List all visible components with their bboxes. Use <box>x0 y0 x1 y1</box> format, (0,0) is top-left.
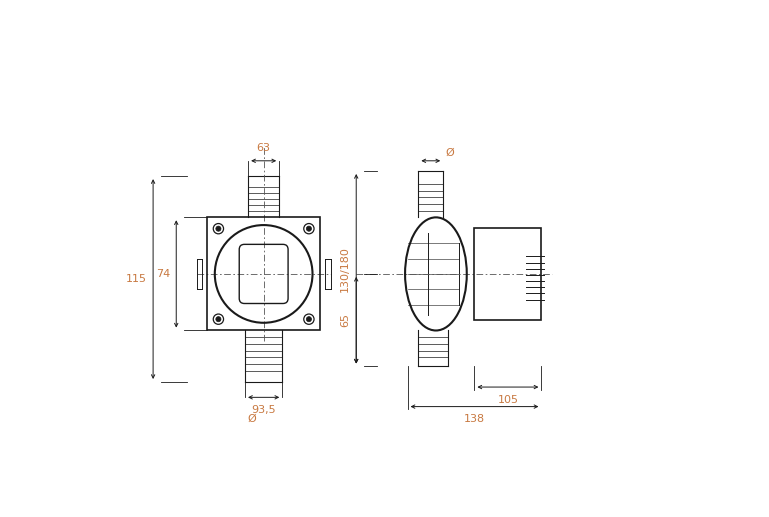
Text: 63: 63 <box>257 143 271 153</box>
Circle shape <box>306 226 311 231</box>
Text: Ø: Ø <box>248 414 257 424</box>
Circle shape <box>216 316 221 322</box>
Circle shape <box>306 316 311 322</box>
Text: 65: 65 <box>340 313 350 327</box>
Text: 130/180: 130/180 <box>340 246 350 292</box>
Text: Ø: Ø <box>446 148 454 158</box>
Circle shape <box>216 226 221 231</box>
Text: 74: 74 <box>156 269 170 279</box>
Text: 93,5: 93,5 <box>251 405 276 415</box>
Bar <box>207 217 320 330</box>
Text: 115: 115 <box>126 274 147 284</box>
Text: 138: 138 <box>464 414 485 424</box>
Text: 105: 105 <box>498 395 518 405</box>
Bar <box>474 227 541 320</box>
